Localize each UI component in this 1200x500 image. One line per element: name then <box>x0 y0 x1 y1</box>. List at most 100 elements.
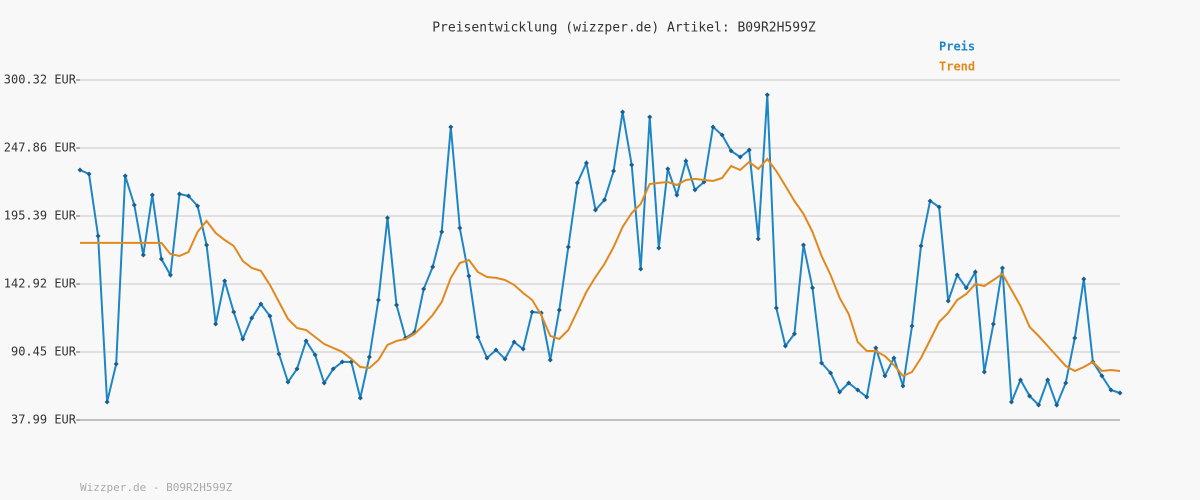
point <box>502 356 508 362</box>
point <box>592 207 598 213</box>
point <box>565 244 571 250</box>
point <box>882 373 888 379</box>
point <box>719 132 725 138</box>
point <box>1099 373 1105 379</box>
point <box>258 301 264 307</box>
point <box>963 285 969 291</box>
point <box>981 369 987 375</box>
point <box>167 272 173 278</box>
y-tick-label: 247.86 EUR <box>4 140 77 154</box>
point <box>140 252 146 258</box>
point <box>611 168 617 174</box>
point <box>204 242 210 248</box>
point <box>366 354 372 360</box>
point <box>990 321 996 327</box>
point <box>773 305 779 311</box>
point <box>267 313 273 319</box>
point <box>303 338 309 344</box>
point <box>891 355 897 361</box>
point <box>837 389 843 395</box>
point <box>674 192 680 198</box>
point <box>864 394 870 400</box>
point <box>954 272 960 278</box>
point <box>755 236 761 242</box>
point <box>520 346 526 352</box>
point <box>999 265 1005 271</box>
point <box>240 336 246 342</box>
point <box>972 269 978 275</box>
point <box>186 193 192 199</box>
legend-label: Trend <box>939 60 975 74</box>
point <box>945 298 951 304</box>
point <box>819 360 825 366</box>
point <box>927 198 933 204</box>
line-0 <box>79 94 1121 408</box>
point <box>475 334 481 340</box>
point <box>375 297 381 303</box>
point <box>439 229 445 235</box>
y-tick-label: 142.92 EUR <box>4 277 77 291</box>
point <box>357 395 363 401</box>
point <box>828 370 834 376</box>
point <box>86 171 92 177</box>
point <box>764 92 770 98</box>
point <box>321 380 327 386</box>
line-1 <box>80 157 1121 378</box>
point <box>602 197 608 203</box>
point <box>95 233 101 239</box>
point <box>1036 402 1042 408</box>
point <box>936 204 942 210</box>
point <box>330 366 336 372</box>
point <box>737 154 743 160</box>
point <box>782 343 788 349</box>
y-tick-label: 90.45 EUR <box>11 345 77 359</box>
point <box>1008 399 1014 405</box>
point <box>149 192 155 198</box>
point <box>421 286 427 292</box>
point <box>800 242 806 248</box>
point <box>249 315 255 321</box>
point <box>547 357 553 363</box>
point <box>791 331 797 337</box>
point <box>1072 335 1078 341</box>
legend-label: Preis <box>939 40 975 54</box>
point <box>276 351 282 357</box>
point <box>810 285 816 291</box>
point <box>158 256 164 262</box>
point <box>484 355 490 361</box>
point <box>77 167 83 173</box>
chart-title: Preisentwicklung (wizzper.de) Artikel: B… <box>432 21 816 36</box>
point <box>312 352 318 358</box>
point <box>710 124 716 130</box>
point <box>638 266 644 272</box>
point <box>430 264 436 270</box>
point <box>1018 377 1024 383</box>
point <box>583 160 589 166</box>
point <box>900 383 906 389</box>
point <box>457 225 463 231</box>
y-tick-label: 37.99 EUR <box>11 413 77 427</box>
point <box>394 302 400 308</box>
point <box>1117 390 1123 396</box>
point <box>122 173 128 179</box>
point <box>846 380 852 386</box>
point <box>339 359 345 365</box>
point <box>574 180 580 186</box>
y-tick-label: 300.32 EUR <box>4 73 77 87</box>
point <box>1027 393 1033 399</box>
point <box>855 387 861 393</box>
point <box>213 321 219 327</box>
point <box>176 191 182 197</box>
point <box>131 202 137 208</box>
point <box>620 109 626 115</box>
footer: Wizzper.de - B09R2H599Z <box>80 481 233 494</box>
point <box>104 399 110 405</box>
point <box>1054 402 1060 408</box>
point <box>1108 387 1114 393</box>
point <box>466 273 472 279</box>
point <box>448 124 454 130</box>
point <box>665 166 671 172</box>
point <box>1045 377 1051 383</box>
